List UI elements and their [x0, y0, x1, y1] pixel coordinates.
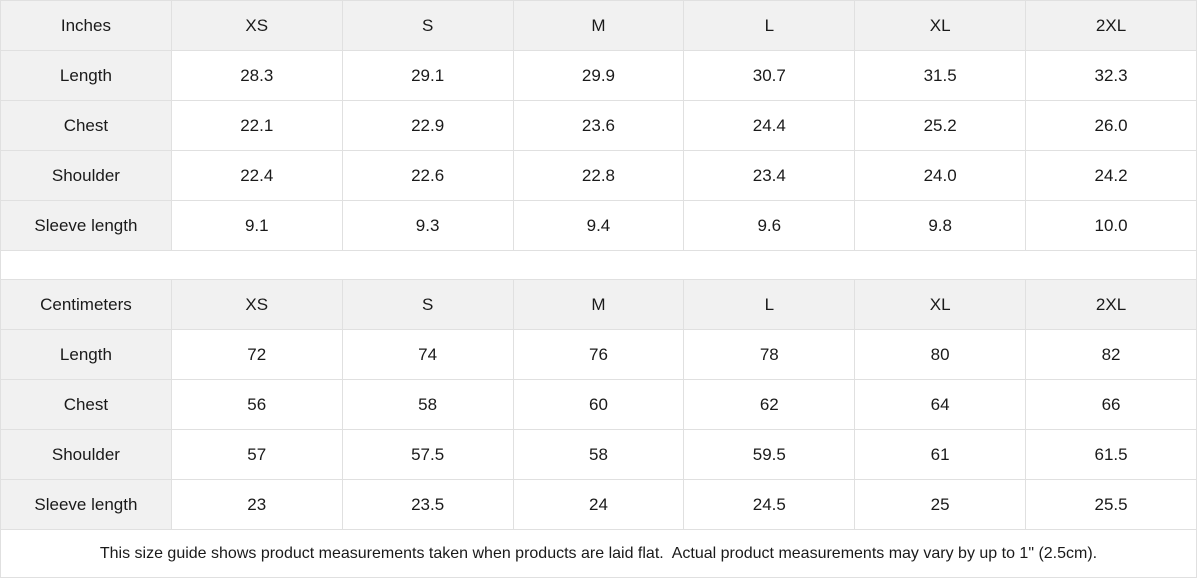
data-cell: 9.6	[683, 200, 856, 251]
data-cell: 58	[341, 379, 514, 430]
data-cell: 25.5	[1025, 479, 1197, 530]
centimeters-table-body: Length 72 74 76 78 80 82 Chest 56 58 60 62 64 66 Shoul…	[0, 329, 1197, 530]
size-header-cell: XS	[170, 279, 343, 330]
table-row: Sleeve length 23 23.5 24 24.5 25 25.5	[0, 479, 1197, 530]
data-cell: 24.4	[683, 100, 856, 151]
data-cell: 64	[854, 379, 1027, 430]
data-cell: 22.1	[170, 100, 343, 151]
data-cell: 25	[854, 479, 1027, 530]
data-cell: 23.5	[341, 479, 514, 530]
row-label: Chest	[0, 379, 172, 430]
data-cell: 31.5	[854, 50, 1027, 101]
size-header-cell: L	[683, 279, 856, 330]
data-cell: 24.2	[1025, 150, 1197, 201]
data-cell: 24	[512, 479, 685, 530]
data-cell: 23.4	[683, 150, 856, 201]
data-cell: 26.0	[1025, 100, 1197, 151]
size-header-cell: M	[512, 0, 685, 51]
size-header-cell: M	[512, 279, 685, 330]
row-label: Shoulder	[0, 429, 172, 480]
size-header-cell: XS	[170, 0, 343, 51]
data-cell: 22.8	[512, 150, 685, 201]
data-cell: 9.8	[854, 200, 1027, 251]
data-cell: 32.3	[1025, 50, 1197, 101]
data-cell: 58	[512, 429, 685, 480]
data-cell: 9.3	[341, 200, 514, 251]
data-cell: 66	[1025, 379, 1197, 430]
size-header-cell: 2XL	[1025, 0, 1197, 51]
data-cell: 57	[170, 429, 343, 480]
data-cell: 59.5	[683, 429, 856, 480]
centimeters-table-header: Centimeters XS S M L XL 2XL	[0, 279, 1197, 330]
data-cell: 30.7	[683, 50, 856, 101]
table-row: Chest 22.1 22.9 23.6 24.4 25.2 26.0	[0, 100, 1197, 151]
data-cell: 28.3	[170, 50, 343, 101]
data-cell: 29.1	[341, 50, 514, 101]
data-cell: 72	[170, 329, 343, 380]
row-label: Length	[0, 329, 172, 380]
data-cell: 76	[512, 329, 685, 380]
data-cell: 22.4	[170, 150, 343, 201]
row-label: Shoulder	[0, 150, 172, 201]
inches-table-header: Inches XS S M L XL 2XL	[0, 0, 1197, 51]
data-cell: 62	[683, 379, 856, 430]
inches-table: Inches XS S M L XL 2XL Length 28.3 29.1 29.9 30.7 3…	[0, 0, 1197, 251]
row-label: Chest	[0, 100, 172, 151]
unit-header-cell: Centimeters	[0, 279, 172, 330]
size-header-cell: 2XL	[1025, 279, 1197, 330]
data-cell: 24.0	[854, 150, 1027, 201]
data-cell: 82	[1025, 329, 1197, 380]
table-row: Shoulder 22.4 22.6 22.8 23.4 24.0 24.2	[0, 150, 1197, 201]
header-row: Inches XS S M L XL 2XL	[0, 0, 1197, 51]
data-cell: 61.5	[1025, 429, 1197, 480]
table-row: Chest 56 58 60 62 64 66	[0, 379, 1197, 430]
data-cell: 9.1	[170, 200, 343, 251]
size-header-cell: L	[683, 0, 856, 51]
data-cell: 60	[512, 379, 685, 430]
row-label: Sleeve length	[0, 479, 172, 530]
size-header-cell: XL	[854, 0, 1027, 51]
data-cell: 74	[341, 329, 514, 380]
data-cell: 25.2	[854, 100, 1027, 151]
data-cell: 80	[854, 329, 1027, 380]
data-cell: 9.4	[512, 200, 685, 251]
data-cell: 24.5	[683, 479, 856, 530]
data-cell: 61	[854, 429, 1027, 480]
size-header-cell: XL	[854, 279, 1027, 330]
row-label: Length	[0, 50, 172, 101]
centimeters-table: Centimeters XS S M L XL 2XL Length 72 74 76 78 80 82…	[0, 279, 1197, 530]
data-cell: 56	[170, 379, 343, 430]
data-cell: 22.6	[341, 150, 514, 201]
unit-header-cell: Inches	[0, 0, 172, 51]
inches-table-body: Length 28.3 29.1 29.9 30.7 31.5 32.3 Chest 22.1 2…	[0, 50, 1197, 251]
table-row: Length 72 74 76 78 80 82	[0, 329, 1197, 380]
size-guide-note: This size guide shows product measuremen…	[0, 530, 1197, 578]
header-row: Centimeters XS S M L XL 2XL	[0, 279, 1197, 330]
size-header-cell: S	[341, 279, 514, 330]
data-cell: 10.0	[1025, 200, 1197, 251]
table-spacer	[0, 251, 1197, 279]
table-row: Length 28.3 29.1 29.9 30.7 31.5 32.3	[0, 50, 1197, 101]
table-row: Shoulder 57 57.5 58 59.5 61 61.5	[0, 429, 1197, 480]
row-label: Sleeve length	[0, 200, 172, 251]
data-cell: 29.9	[512, 50, 685, 101]
data-cell: 23.6	[512, 100, 685, 151]
data-cell: 78	[683, 329, 856, 380]
data-cell: 23	[170, 479, 343, 530]
size-header-cell: S	[341, 0, 514, 51]
data-cell: 22.9	[341, 100, 514, 151]
data-cell: 57.5	[341, 429, 514, 480]
table-row: Sleeve length 9.1 9.3 9.4 9.6 9.8 10.0	[0, 200, 1197, 251]
